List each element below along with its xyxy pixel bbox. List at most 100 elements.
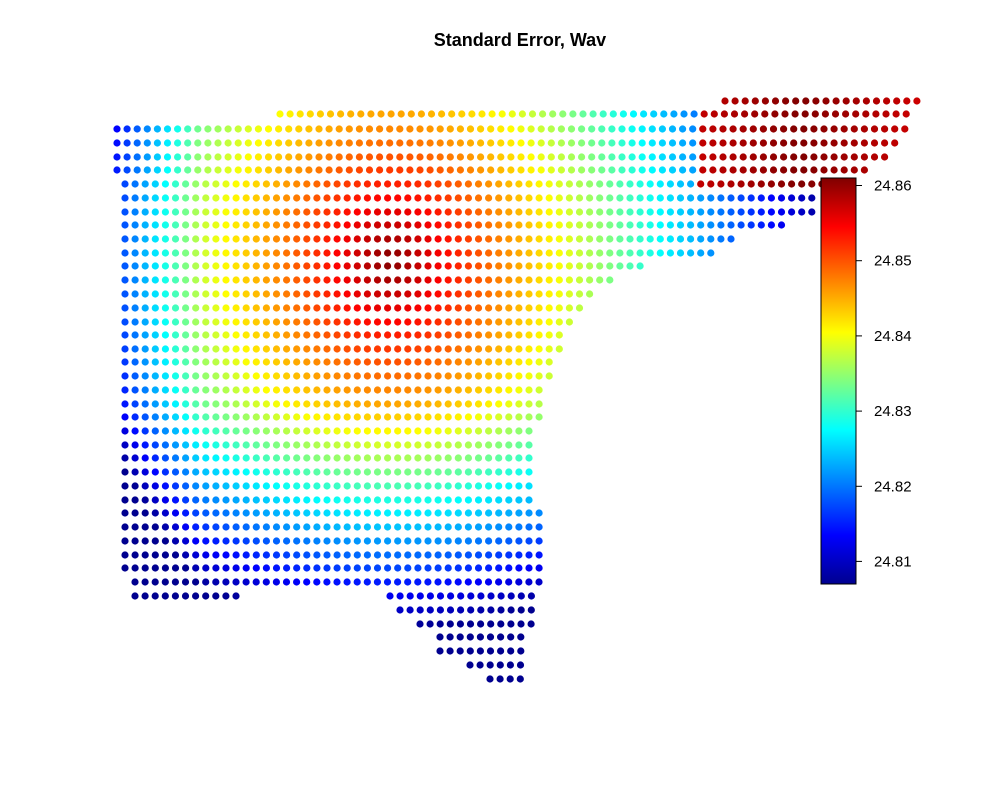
data-point — [283, 180, 291, 188]
data-point — [131, 358, 139, 366]
data-point — [424, 578, 432, 586]
data-point — [323, 331, 331, 339]
data-point — [384, 413, 392, 421]
data-point — [296, 110, 304, 118]
data-point — [575, 235, 584, 243]
data-point — [174, 139, 182, 147]
data-point — [303, 249, 311, 257]
data-point — [495, 386, 503, 394]
data-point — [131, 249, 139, 257]
data-point — [232, 427, 240, 435]
data-point — [384, 427, 392, 435]
data-point — [192, 194, 200, 202]
data-point — [394, 249, 402, 257]
data-point — [323, 386, 331, 394]
data-point — [586, 208, 594, 216]
data-point — [192, 537, 200, 545]
data-point — [182, 441, 190, 449]
data-point — [323, 221, 331, 229]
data-point — [171, 427, 180, 435]
data-point — [343, 578, 351, 586]
data-point — [498, 110, 506, 118]
data-point — [852, 97, 860, 105]
data-point — [464, 496, 472, 504]
data-point — [860, 139, 869, 147]
data-point — [474, 578, 482, 586]
data-point — [747, 221, 755, 229]
data-point — [636, 194, 644, 202]
data-point — [767, 208, 776, 216]
data-point — [444, 468, 452, 476]
data-point — [414, 276, 422, 284]
data-point — [363, 564, 371, 572]
data-point — [759, 125, 768, 133]
data-point — [658, 166, 667, 174]
data-point — [355, 153, 363, 161]
data-point — [394, 564, 402, 572]
data-point — [761, 97, 770, 105]
data-point — [363, 249, 371, 257]
data-point — [333, 372, 341, 380]
data-point — [747, 180, 755, 188]
data-point — [870, 125, 879, 133]
data-point — [679, 125, 687, 133]
data-point — [404, 180, 412, 188]
data-point — [485, 331, 493, 339]
data-point — [242, 194, 250, 202]
data-point — [578, 125, 586, 133]
data-point — [525, 537, 533, 545]
data-point — [485, 564, 493, 572]
data-point — [777, 180, 786, 188]
data-point — [596, 249, 604, 257]
data-point — [525, 235, 533, 243]
data-point — [515, 413, 523, 421]
data-point — [424, 318, 432, 326]
data-point — [517, 606, 525, 614]
data-point — [537, 153, 545, 161]
data-point — [202, 413, 210, 421]
data-point — [293, 194, 301, 202]
data-point — [141, 208, 149, 216]
data-point — [394, 413, 402, 421]
data-point — [303, 413, 311, 421]
data-point — [384, 194, 392, 202]
data-point — [537, 139, 545, 147]
data-point — [161, 249, 169, 257]
data-point — [444, 262, 452, 270]
data-point — [171, 551, 180, 559]
data-point — [525, 400, 533, 408]
data-point — [353, 290, 361, 298]
data-point — [505, 262, 513, 270]
data-point — [446, 125, 454, 133]
data-point — [222, 276, 230, 284]
data-point — [323, 290, 331, 298]
data-point — [153, 139, 161, 147]
data-point — [586, 180, 594, 188]
data-point — [131, 537, 139, 545]
data-point — [232, 564, 240, 572]
data-point — [487, 125, 495, 133]
data-point — [323, 262, 331, 270]
data-point — [547, 125, 555, 133]
data-point — [252, 358, 260, 366]
data-point — [842, 110, 850, 118]
data-point — [414, 496, 422, 504]
data-point — [495, 564, 503, 572]
data-point — [313, 468, 321, 476]
data-point — [313, 194, 321, 202]
data-point — [424, 468, 432, 476]
data-point — [737, 194, 745, 202]
data-point — [363, 208, 371, 216]
data-point — [414, 537, 422, 545]
data-point — [608, 139, 616, 147]
data-point — [323, 235, 331, 243]
data-point — [131, 468, 139, 476]
data-point — [616, 180, 624, 188]
data-point — [343, 386, 351, 394]
data-point — [454, 318, 462, 326]
data-point — [202, 441, 210, 449]
data-point — [434, 249, 442, 257]
data-point — [687, 249, 695, 257]
data-point — [161, 194, 169, 202]
data-point — [485, 441, 493, 449]
